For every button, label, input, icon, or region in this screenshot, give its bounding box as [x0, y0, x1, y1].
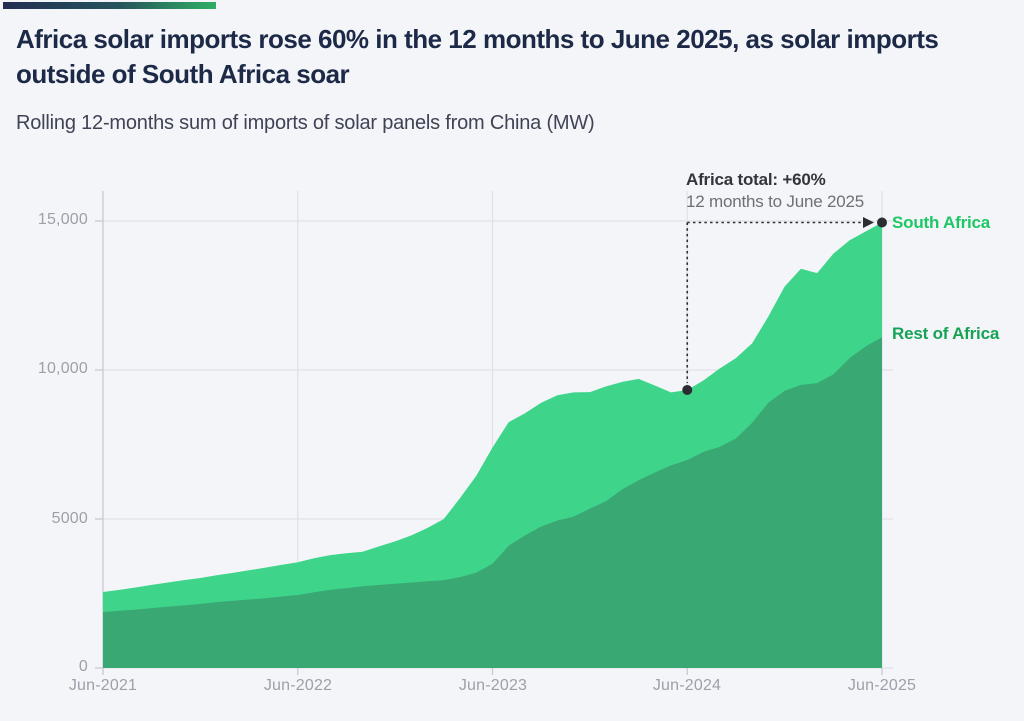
annotation-subtitle: 12 months to June 2025	[686, 192, 865, 211]
annotation-title: Africa total: +60%	[686, 170, 826, 189]
y-axis-label: 10,000	[37, 360, 88, 377]
legend-label-south-africa: South Africa	[892, 213, 991, 232]
page-title: Africa solar imports rose 60% in the 12 …	[16, 24, 939, 89]
annotation-dot-jun-2024	[682, 384, 693, 395]
annotation-arrowhead	[863, 216, 874, 228]
accent-bar	[3, 2, 216, 9]
y-axis-label: 5000	[51, 510, 88, 527]
legend-label-rest-of-africa: Rest of Africa	[892, 324, 1000, 343]
y-axis-label: 15,000	[37, 211, 88, 228]
x-axis-label: Jun-2025	[847, 677, 917, 694]
x-axis-label: Jun-2024	[652, 677, 722, 694]
x-axis-label: Jun-2021	[68, 677, 138, 694]
x-axis-label: Jun-2023	[458, 677, 528, 694]
page-subtitle: Rolling 12-months sum of imports of sola…	[16, 112, 595, 134]
y-axis-label: 0	[78, 658, 88, 675]
axis-ticks	[95, 220, 883, 675]
annotation-connector	[686, 221, 864, 383]
annotation-dot-jun-2025	[877, 217, 887, 228]
area-rest-of-africa	[103, 337, 882, 668]
x-axis-label: Jun-2022	[263, 677, 333, 694]
